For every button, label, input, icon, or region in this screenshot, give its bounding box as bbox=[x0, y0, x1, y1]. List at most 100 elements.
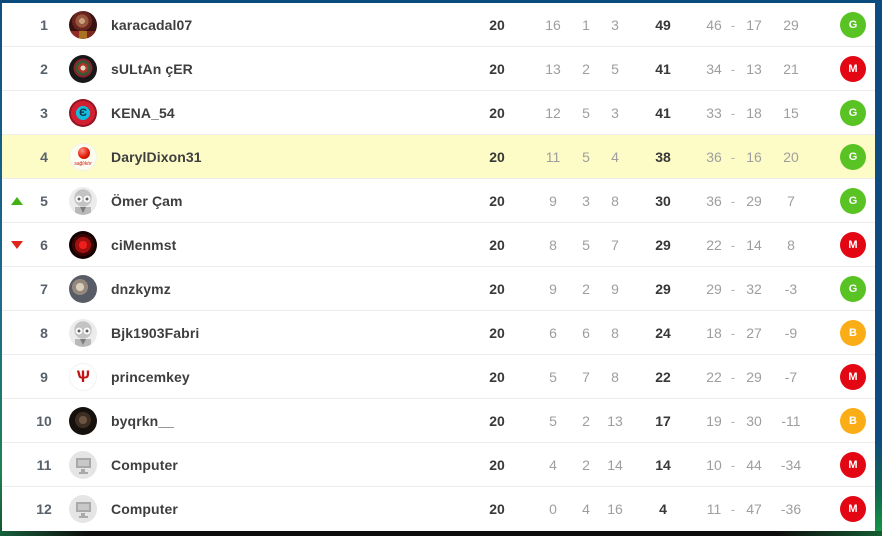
rank-up-icon bbox=[11, 196, 23, 205]
played-count: 20 bbox=[489, 324, 505, 341]
table-row[interactable]: 7 dnzkymz 20 9 2 9 29 29 - 32 -3 G bbox=[2, 267, 875, 311]
status-badge: M bbox=[840, 496, 866, 522]
points-value: 30 bbox=[655, 192, 671, 209]
goals-separator: - bbox=[730, 280, 736, 297]
window-edge-left bbox=[0, 0, 2, 536]
window-edge-top bbox=[0, 0, 882, 3]
wins-count: 9 bbox=[549, 280, 557, 297]
losses-count: 13 bbox=[607, 412, 623, 429]
status-badge-cell: G bbox=[813, 99, 875, 126]
table-row[interactable]: 1 karacadal07 20 16 1 3 49 46 - 17 29 G bbox=[2, 3, 875, 47]
status-badge-cell: B bbox=[813, 407, 875, 434]
table-row[interactable]: 12 Computer 20 0 4 16 4 11 - 47 -36 M bbox=[2, 487, 875, 531]
losses-count: 16 bbox=[607, 501, 623, 517]
losses-count: 4 bbox=[611, 148, 619, 165]
points-value: 22 bbox=[655, 368, 671, 385]
played-count: 20 bbox=[489, 104, 505, 121]
rank-cell: 10 bbox=[36, 412, 52, 429]
status-badge: M bbox=[840, 363, 866, 390]
table-row[interactable]: 3 KENA_54 20 12 5 3 41 33 - 18 15 G bbox=[2, 91, 875, 135]
status-badge: B bbox=[840, 407, 866, 434]
status-badge: G bbox=[840, 143, 866, 170]
window-edge-right bbox=[875, 0, 882, 536]
losses-count: 8 bbox=[611, 324, 619, 341]
status-badge: G bbox=[840, 187, 866, 214]
rank-cell: 3 bbox=[40, 104, 48, 121]
table-row[interactable]: 9 princemkey 20 5 7 8 22 22 - 29 -7 M bbox=[2, 355, 875, 399]
points-value: 14 bbox=[655, 456, 671, 473]
points-value: 29 bbox=[655, 280, 671, 297]
avatar bbox=[69, 98, 97, 127]
wins-count: 13 bbox=[545, 60, 561, 77]
table-row[interactable]: 2 sULtAn çER 20 13 2 5 41 34 - 13 21 M bbox=[2, 47, 875, 91]
rank-cell: 8 bbox=[40, 324, 48, 341]
draws-count: 2 bbox=[582, 280, 590, 297]
goals-for: 22 bbox=[706, 368, 722, 385]
goals-separator: - bbox=[730, 104, 736, 121]
status-badge-cell: G bbox=[813, 275, 875, 302]
rank-cell: 5 bbox=[40, 192, 48, 209]
losses-count: 5 bbox=[611, 60, 619, 77]
goals-separator: - bbox=[730, 60, 736, 77]
rank-cell: 9 bbox=[40, 368, 48, 385]
points-value: 41 bbox=[655, 60, 671, 77]
rank-cell: 2 bbox=[40, 60, 48, 77]
avatar bbox=[69, 362, 97, 391]
played-count: 20 bbox=[489, 368, 505, 385]
player-name: KENA_54 bbox=[111, 104, 175, 121]
goals-against: 29 bbox=[746, 192, 762, 209]
goal-difference: 20 bbox=[783, 148, 799, 165]
goals-separator: - bbox=[730, 236, 736, 253]
table-row[interactable]: 10 byqrkn__ 20 5 2 13 17 19 - 30 -11 B bbox=[2, 399, 875, 443]
goals-for: 11 bbox=[706, 501, 722, 517]
table-row[interactable]: 8 Bjk1903Fabri 20 6 6 8 24 18 - 27 -9 B bbox=[2, 311, 875, 355]
status-badge-cell: G bbox=[813, 11, 875, 38]
avatar bbox=[69, 186, 97, 215]
table-row[interactable]: 6 ciMenmst 20 8 5 7 29 22 - 14 8 M bbox=[2, 223, 875, 267]
avatar bbox=[69, 10, 97, 39]
avatar bbox=[69, 230, 97, 259]
goals-for: 19 bbox=[706, 412, 722, 429]
goals-separator: - bbox=[730, 192, 736, 209]
goals-for: 18 bbox=[706, 324, 722, 341]
draws-count: 7 bbox=[582, 368, 590, 385]
rank-cell: 1 bbox=[40, 16, 48, 33]
wins-count: 12 bbox=[545, 104, 561, 121]
table-row[interactable]: 4 DarylDixon31 20 11 5 4 38 36 - 16 20 G bbox=[2, 135, 875, 179]
status-badge-cell: G bbox=[813, 143, 875, 170]
standings-table: 1 karacadal07 20 16 1 3 49 46 - 17 29 G … bbox=[2, 3, 875, 531]
goals-against: 32 bbox=[746, 280, 762, 297]
player-name: princemkey bbox=[111, 368, 190, 385]
draws-count: 5 bbox=[582, 104, 590, 121]
player-name: sULtAn çER bbox=[111, 60, 193, 77]
losses-count: 3 bbox=[611, 16, 619, 33]
status-badge-cell: M bbox=[813, 231, 875, 258]
status-badge: M bbox=[840, 55, 866, 82]
goals-for: 36 bbox=[706, 192, 722, 209]
losses-count: 7 bbox=[611, 236, 619, 253]
points-value: 49 bbox=[655, 16, 671, 33]
played-count: 20 bbox=[489, 501, 505, 517]
goals-against: 16 bbox=[746, 148, 762, 165]
goal-difference: -11 bbox=[781, 412, 801, 429]
goals-separator: - bbox=[730, 368, 736, 385]
points-value: 38 bbox=[655, 148, 671, 165]
table-row[interactable]: 5 Ömer Çam 20 9 3 8 30 36 - 29 7 G bbox=[2, 179, 875, 223]
avatar bbox=[69, 406, 97, 435]
wins-count: 0 bbox=[549, 501, 557, 517]
draws-count: 6 bbox=[582, 324, 590, 341]
status-badge: B bbox=[840, 319, 866, 346]
wins-count: 16 bbox=[545, 16, 561, 33]
player-name: dnzkymz bbox=[111, 280, 171, 297]
wins-count: 5 bbox=[549, 412, 557, 429]
goals-against: 13 bbox=[746, 60, 762, 77]
rank-cell: 12 bbox=[36, 501, 52, 517]
losses-count: 14 bbox=[607, 456, 623, 473]
rank-cell: 4 bbox=[40, 148, 48, 165]
goals-separator: - bbox=[730, 324, 736, 341]
status-badge-cell: G bbox=[813, 187, 875, 214]
player-name: Computer bbox=[111, 501, 178, 517]
goals-for: 46 bbox=[706, 16, 722, 33]
table-row[interactable]: 11 Computer 20 4 2 14 14 10 - 44 -34 M bbox=[2, 443, 875, 487]
